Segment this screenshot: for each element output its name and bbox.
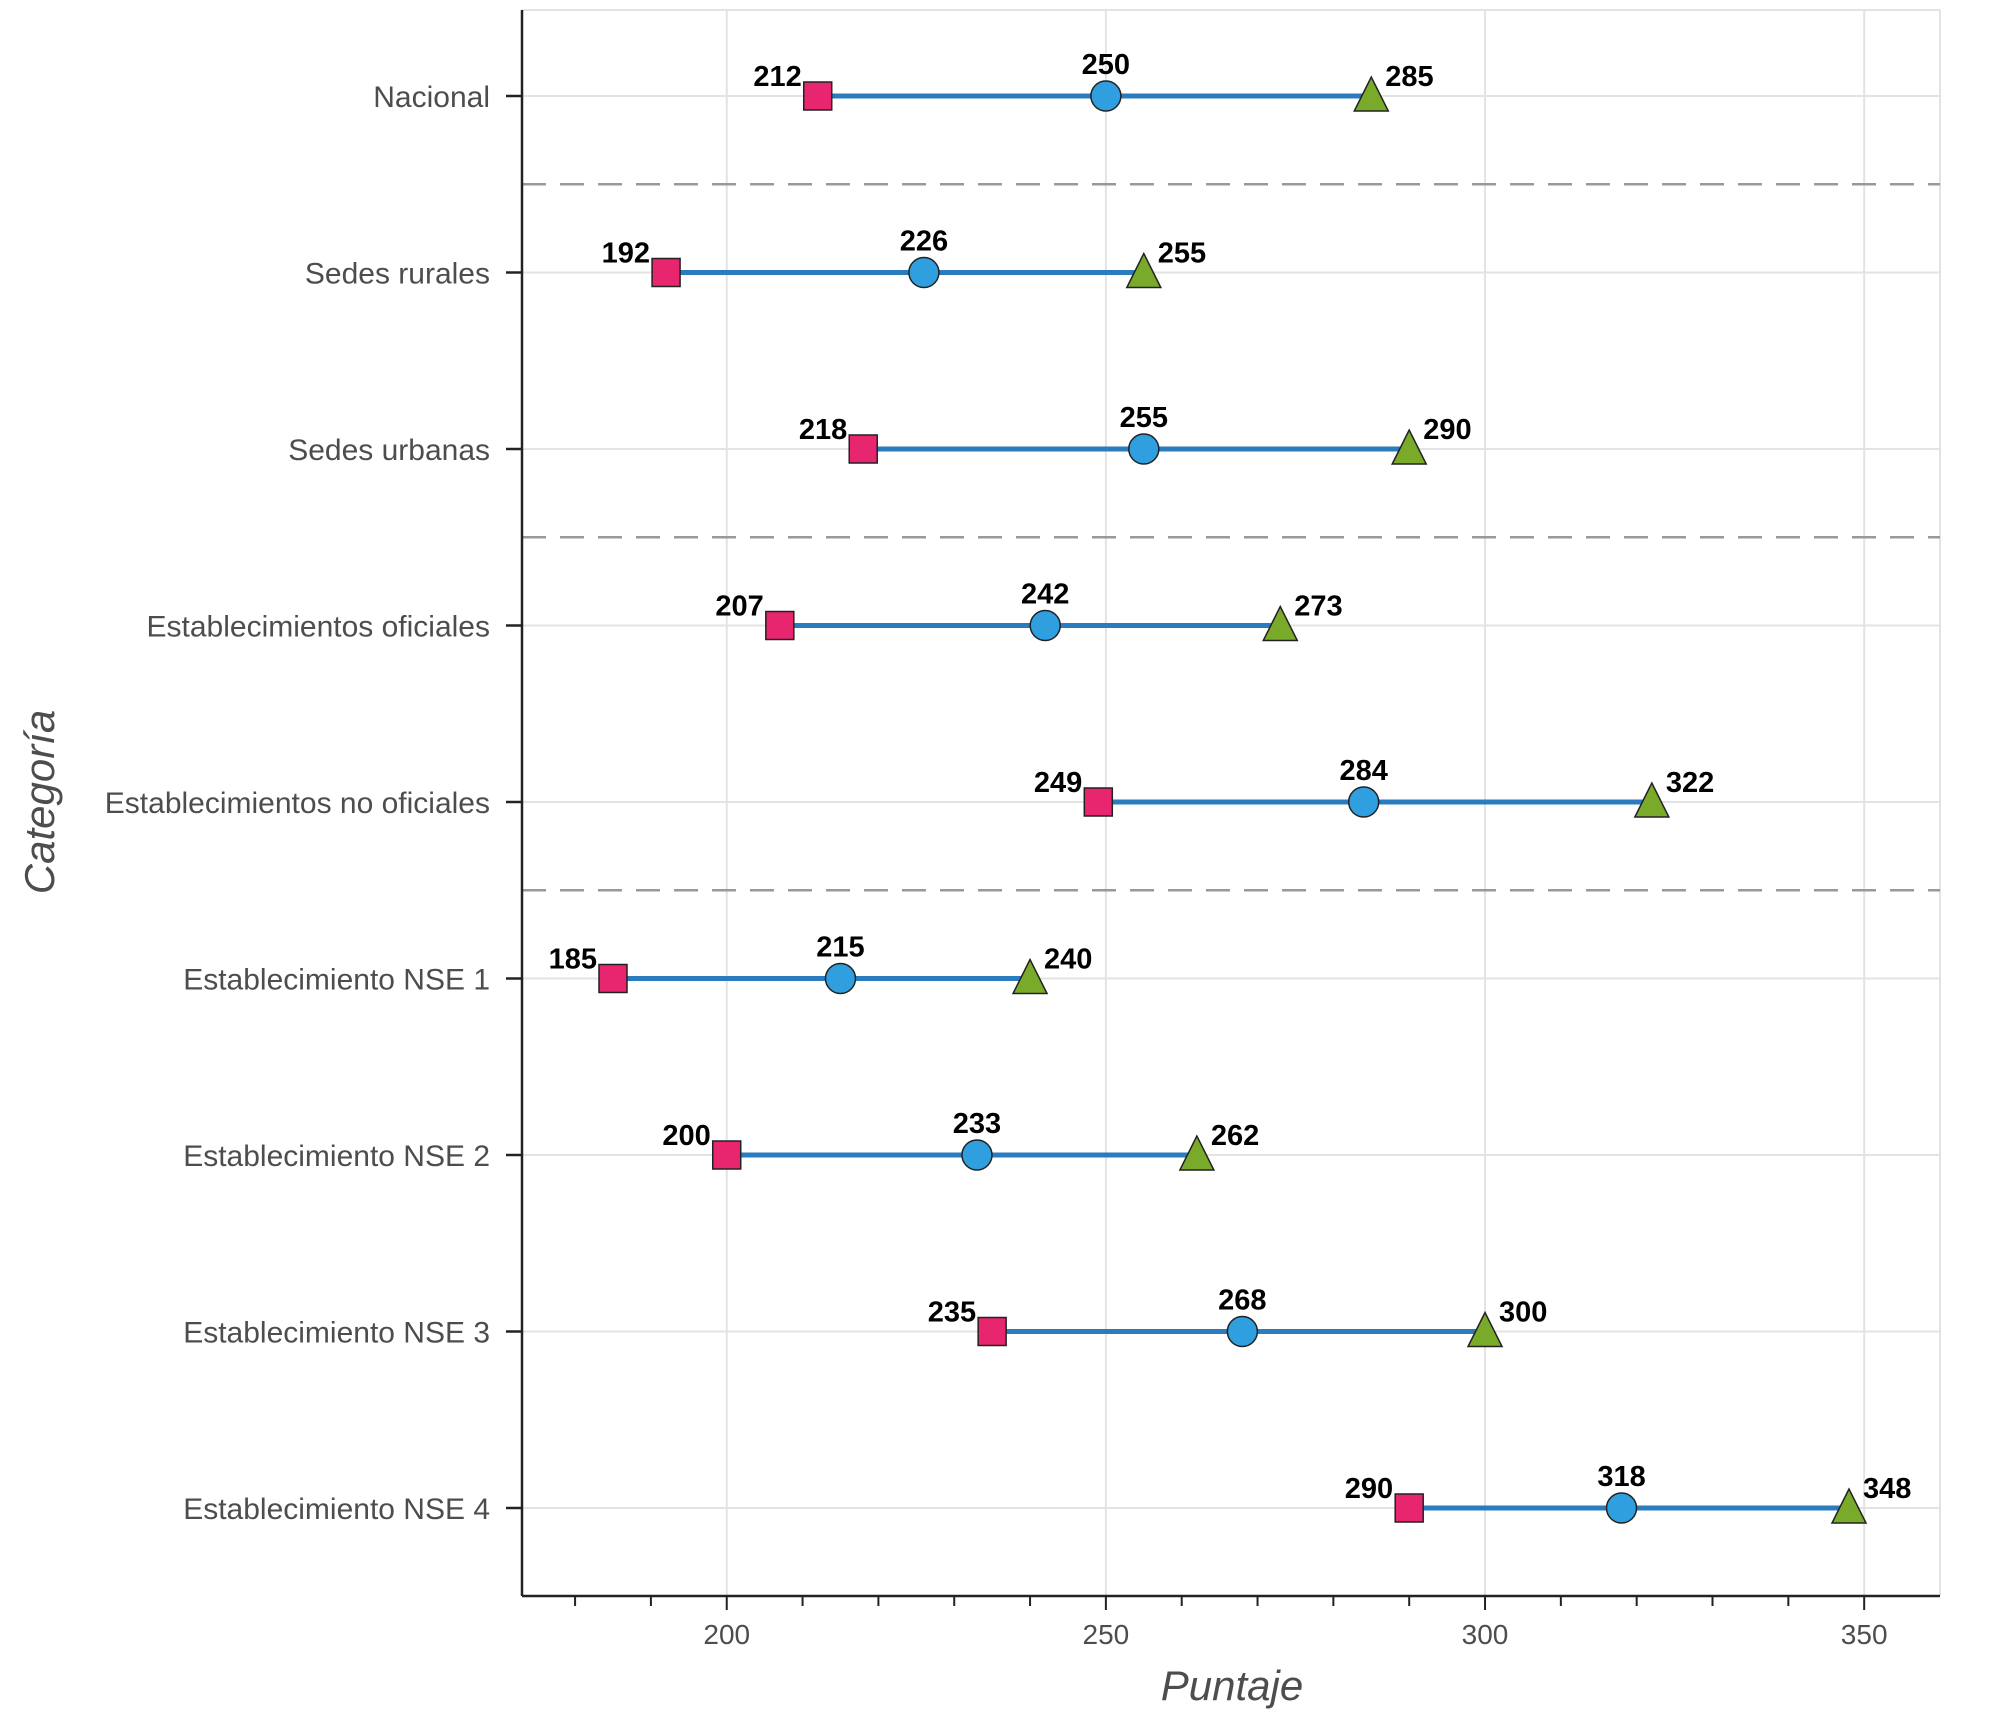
square-value-label: 207 xyxy=(715,591,763,623)
triangle-value-label: 290 xyxy=(1423,414,1471,446)
circle-value-label: 268 xyxy=(1218,1285,1266,1317)
circle-marker xyxy=(1090,80,1122,112)
data-marks xyxy=(598,75,1868,1524)
circle-marker xyxy=(908,256,940,289)
category-label: Establecimiento NSE 4 xyxy=(183,1493,490,1526)
circle-marker xyxy=(1226,1315,1259,1348)
value-labels: 212 250 285 192 226 255 218 255 290 207 242 273 249 2… xyxy=(549,49,1912,1505)
circle-value-label: 226 xyxy=(900,226,948,258)
category-label: Establecimiento NSE 2 xyxy=(183,1140,490,1173)
y-axis-title: Categoría xyxy=(16,710,63,894)
x-tick-label: 250 xyxy=(1083,1619,1130,1650)
square-marker xyxy=(977,1316,1007,1347)
square-marker xyxy=(1394,1493,1424,1523)
triangle-value-label: 348 xyxy=(1863,1473,1911,1505)
circle-marker xyxy=(824,962,857,995)
triangle-marker xyxy=(1466,1310,1504,1348)
circle-value-label: 250 xyxy=(1082,49,1130,81)
triangle-value-label: 300 xyxy=(1499,1297,1547,1329)
x-axis-title: Puntaje xyxy=(1161,1662,1303,1709)
square-value-label: 218 xyxy=(799,414,847,446)
triangle-value-label: 285 xyxy=(1385,61,1433,93)
square-value-label: 235 xyxy=(928,1297,976,1329)
triangle-marker xyxy=(1011,957,1049,995)
circle-value-label: 242 xyxy=(1021,579,1069,611)
category-label: Sedes rurales xyxy=(305,258,490,291)
square-value-label: 212 xyxy=(753,61,801,93)
circle-value-label: 255 xyxy=(1120,402,1168,434)
circle-value-label: 318 xyxy=(1597,1461,1645,1493)
square-value-label: 192 xyxy=(602,238,650,270)
group-separators xyxy=(522,183,1940,892)
triangle-value-label: 322 xyxy=(1666,767,1714,799)
triangle-value-label: 262 xyxy=(1211,1120,1259,1152)
square-marker xyxy=(765,610,795,641)
category-label: Sedes urbanas xyxy=(288,434,490,467)
circle-marker xyxy=(1347,786,1380,818)
square-marker xyxy=(711,1140,742,1170)
circle-value-label: 284 xyxy=(1340,755,1388,787)
triangle-marker xyxy=(1390,428,1428,465)
triangle-value-label: 240 xyxy=(1044,944,1092,976)
triangle-marker xyxy=(1262,604,1299,642)
triangle-marker xyxy=(1178,1134,1216,1171)
circle-marker xyxy=(1029,609,1061,642)
triangle-marker xyxy=(1830,1487,1868,1524)
square-value-label: 249 xyxy=(1034,767,1082,799)
x-tick-label: 200 xyxy=(703,1619,750,1650)
triangle-marker xyxy=(1125,251,1163,289)
category-label: Nacional xyxy=(373,81,490,114)
triangle-marker xyxy=(1633,781,1671,818)
circle-value-label: 215 xyxy=(816,932,864,964)
square-marker xyxy=(598,963,628,994)
category-label: Establecimientos no oficiales xyxy=(105,787,490,820)
circle-value-label: 233 xyxy=(953,1108,1001,1140)
square-marker xyxy=(848,434,878,464)
square-value-label: 185 xyxy=(549,944,597,976)
x-tick-label: 350 xyxy=(1841,1619,1888,1650)
triangle-value-label: 273 xyxy=(1294,591,1342,623)
category-label: Establecimiento NSE 3 xyxy=(183,1317,490,1350)
category-label: Establecimiento NSE 1 xyxy=(183,964,490,997)
triangle-marker xyxy=(1353,75,1390,112)
square-marker xyxy=(651,257,681,288)
square-marker xyxy=(1083,787,1114,817)
circle-marker xyxy=(1128,433,1160,465)
triangle-value-label: 255 xyxy=(1158,238,1206,270)
square-marker xyxy=(802,81,833,111)
category-label: Establecimientos oficiales xyxy=(147,611,491,644)
circle-marker xyxy=(1605,1492,1638,1524)
axes: 200 250 300 350 Nacional Sedes rurales Sedes u… xyxy=(105,10,1940,1650)
square-value-label: 200 xyxy=(662,1120,710,1152)
x-tick-label: 300 xyxy=(1462,1619,1509,1650)
square-value-label: 290 xyxy=(1345,1473,1393,1505)
circle-marker xyxy=(961,1139,993,1171)
